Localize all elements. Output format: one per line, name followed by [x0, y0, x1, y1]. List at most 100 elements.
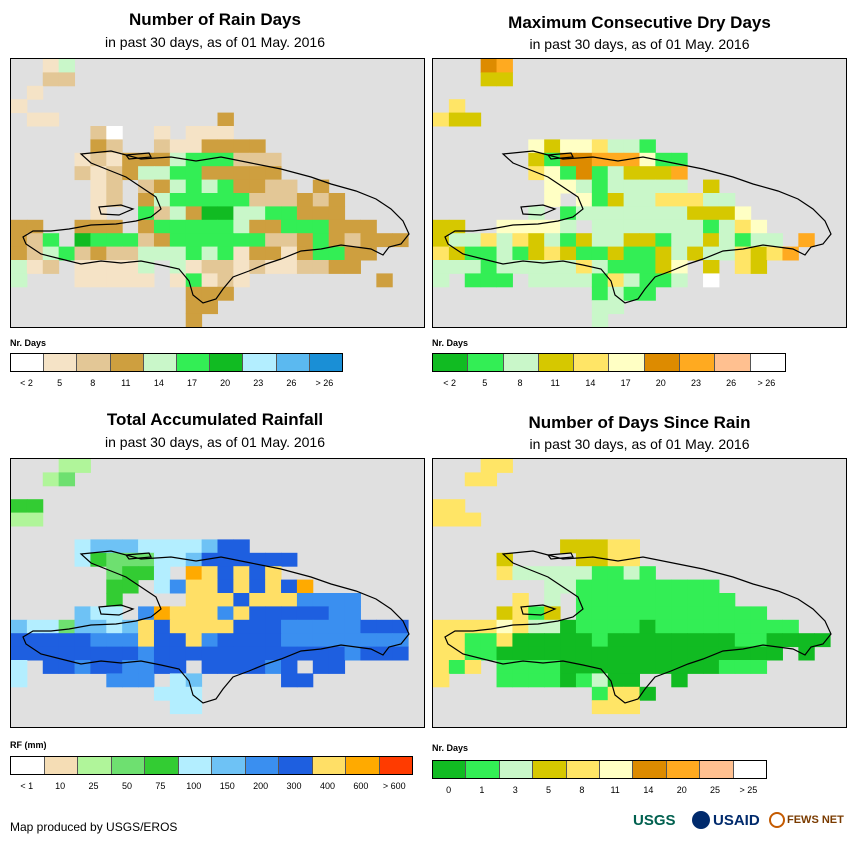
- grid-cell: [217, 646, 234, 661]
- grid-cell: [560, 179, 577, 194]
- grid-cell: [265, 633, 282, 648]
- grid-cell: [528, 206, 545, 221]
- grid-cell: [528, 139, 545, 154]
- grid-cell: [528, 166, 545, 181]
- grid-cell: [750, 619, 768, 634]
- grid-cell: [718, 206, 736, 221]
- grid-cell: [623, 260, 640, 274]
- grid-cell: [496, 673, 513, 688]
- grid-cell: [233, 219, 250, 234]
- grid-cell: [496, 246, 513, 261]
- grid-cell: [281, 579, 298, 594]
- grid-cell: [575, 152, 593, 167]
- legend-label: 8: [90, 378, 96, 388]
- grid-cell: [607, 700, 625, 715]
- grid-cell: [312, 633, 330, 648]
- grid-cell: [607, 152, 625, 167]
- legend-label: 23: [690, 378, 702, 388]
- grid-cell: [687, 579, 704, 594]
- legend-swatch: [212, 757, 246, 774]
- grid-cell: [575, 233, 593, 248]
- map-days-since-rain: [432, 458, 847, 728]
- grid-cell: [655, 152, 672, 167]
- grid-cell: [687, 219, 704, 234]
- grid-cell: [106, 126, 123, 140]
- grid-cell: [26, 219, 44, 234]
- panel-title: Maximum Consecutive Dry Days: [508, 13, 771, 32]
- grid-cell: [217, 219, 234, 234]
- grid-cell: [281, 593, 298, 607]
- grid-cell: [464, 512, 482, 527]
- grid-cell: [233, 206, 250, 221]
- grid-cell: [703, 619, 720, 634]
- grid-cell: [74, 260, 91, 274]
- grid-cell: [201, 593, 218, 607]
- grid-cell: [718, 246, 736, 261]
- legend-label: 3: [512, 785, 518, 795]
- grid-cell: [185, 152, 203, 167]
- grid-cell: [138, 246, 155, 261]
- grid-cell: [607, 593, 625, 607]
- grid-cell: [265, 206, 282, 221]
- grid-cell: [74, 660, 91, 674]
- grid-cell: [687, 206, 704, 221]
- grid-cell: [671, 193, 688, 207]
- legend-label: 50: [121, 781, 132, 791]
- grid-cell: [169, 619, 187, 634]
- grid-cell: [122, 233, 139, 248]
- grid-cell: [671, 646, 688, 661]
- grid-cell: [217, 126, 234, 140]
- grid-cell: [312, 606, 330, 621]
- grid-cell: [42, 633, 60, 648]
- grid-cell: [106, 673, 123, 688]
- grid-cell: [591, 233, 609, 248]
- grid-cell: [639, 660, 656, 674]
- grid-cell: [703, 660, 720, 674]
- grid-cell: [376, 633, 393, 648]
- grid-cell: [122, 633, 139, 648]
- grid-cell: [233, 139, 250, 154]
- grid-cell: [169, 660, 187, 674]
- legend-label: 14: [585, 378, 596, 388]
- grid-cell: [544, 246, 561, 261]
- grid-cell: [58, 459, 76, 473]
- grid-cell: [560, 619, 577, 634]
- grid-cell: [153, 246, 171, 261]
- grid-cell: [623, 633, 640, 648]
- grid-cell: [591, 179, 609, 194]
- grid-cell: [575, 646, 593, 661]
- grid-cell: [623, 233, 640, 248]
- grid-cell: [544, 166, 561, 181]
- grid-cell: [344, 219, 361, 234]
- grid-cell: [249, 579, 266, 594]
- grid-cell: [249, 166, 266, 181]
- grid-cell: [90, 552, 107, 567]
- grid-cell: [703, 219, 720, 234]
- grid-cell: [496, 273, 513, 288]
- grid-cell: [607, 219, 625, 234]
- panel-title: Total Accumulated Rainfall: [106, 410, 324, 429]
- grid-cell: [480, 459, 498, 473]
- map-credit: Map produced by USGS/EROS: [10, 820, 178, 834]
- grid-cell: [687, 246, 704, 261]
- legend-label: 26: [726, 378, 737, 388]
- islet-outline: [546, 552, 574, 560]
- legend-label: 0: [446, 785, 452, 795]
- grid-cell: [153, 646, 171, 661]
- grid-cell: [106, 619, 123, 634]
- grid-cell: [480, 633, 498, 648]
- grid-cell: [106, 566, 123, 581]
- grid-cell: [703, 233, 720, 248]
- grid-cell: [703, 179, 720, 194]
- grid-cell: [591, 646, 609, 661]
- grid-cell: [185, 300, 203, 315]
- legend-title: RF (mm): [10, 740, 47, 750]
- legend-label: > 26: [757, 378, 776, 388]
- grid-cell: [544, 673, 561, 688]
- legend-swatch: [700, 761, 734, 778]
- grid-cell: [74, 539, 91, 554]
- grid-cell: [249, 233, 266, 248]
- legend-swatch: [245, 757, 279, 774]
- grid-cell: [687, 619, 704, 634]
- panel-title: Number of Days Since Rain: [528, 413, 751, 432]
